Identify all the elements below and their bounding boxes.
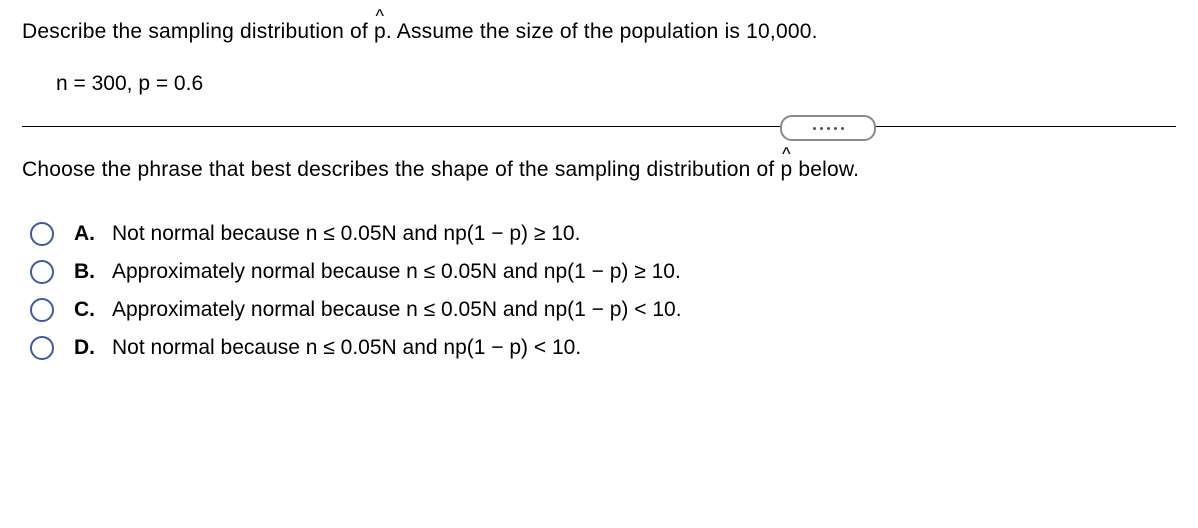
p-hat-symbol: p xyxy=(374,20,386,44)
option-text: Not normal because n ≤ 0.05N and np(1 − … xyxy=(112,222,580,246)
option-c[interactable]: C. Approximately normal because n ≤ 0.05… xyxy=(30,298,1176,322)
option-letter: B. xyxy=(74,260,98,284)
divider-row xyxy=(22,112,1176,140)
radio-icon[interactable] xyxy=(30,260,54,284)
option-a[interactable]: A. Not normal because n ≤ 0.05N and np(1… xyxy=(30,222,1176,246)
radio-icon[interactable] xyxy=(30,336,54,360)
drag-dot-icon xyxy=(827,127,830,130)
radio-icon[interactable] xyxy=(30,298,54,322)
option-text: Not normal because n ≤ 0.05N and np(1 − … xyxy=(112,336,581,360)
radio-icon[interactable] xyxy=(30,222,54,246)
options-list: A. Not normal because n ≤ 0.05N and np(1… xyxy=(30,222,1176,360)
divider-line xyxy=(22,126,1176,127)
instruction-suffix: below. xyxy=(792,158,859,181)
instruction-text: Choose the phrase that best describes th… xyxy=(22,158,1176,182)
option-d[interactable]: D. Not normal because n ≤ 0.05N and np(1… xyxy=(30,336,1176,360)
given-values: n = 300, p = 0.6 xyxy=(56,72,1176,96)
question-prefix: Describe the sampling distribution of xyxy=(22,20,374,43)
drag-dot-icon xyxy=(841,127,844,130)
p-hat-symbol: p xyxy=(780,158,792,182)
drag-handle[interactable] xyxy=(780,115,876,141)
question-container: Describe the sampling distribution of p.… xyxy=(0,0,1198,380)
option-text: Approximately normal because n ≤ 0.05N a… xyxy=(112,298,682,322)
instruction-prefix: Choose the phrase that best describes th… xyxy=(22,158,780,181)
drag-dot-icon xyxy=(813,127,816,130)
drag-dot-icon xyxy=(820,127,823,130)
option-letter: A. xyxy=(74,222,98,246)
question-text: Describe the sampling distribution of p.… xyxy=(22,20,1176,44)
question-suffix: . Assume the size of the population is 1… xyxy=(386,20,818,43)
option-text: Approximately normal because n ≤ 0.05N a… xyxy=(112,260,681,284)
option-letter: D. xyxy=(74,336,98,360)
option-letter: C. xyxy=(74,298,98,322)
drag-dot-icon xyxy=(834,127,837,130)
option-b[interactable]: B. Approximately normal because n ≤ 0.05… xyxy=(30,260,1176,284)
